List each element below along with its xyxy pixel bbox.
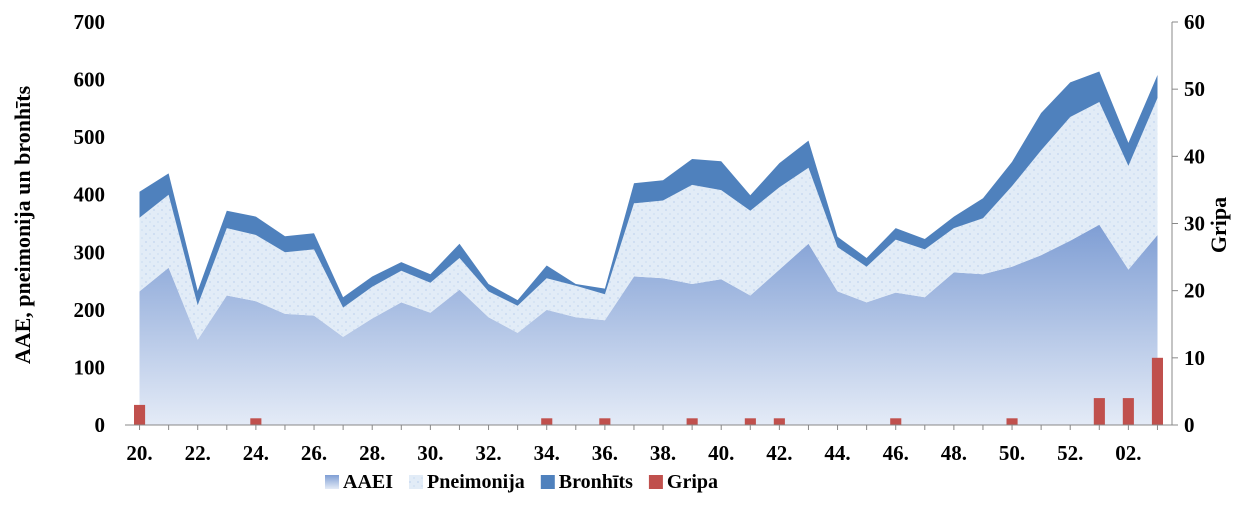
x-tick-label: 24.	[243, 441, 269, 465]
legend-swatch-gripa	[648, 475, 663, 489]
x-tick-label: 26.	[301, 441, 327, 465]
y-right-tick-label: 60	[1184, 10, 1205, 34]
bar-gripa	[250, 418, 262, 425]
bar-gripa	[1093, 398, 1105, 425]
area-bronhits	[139, 71, 1158, 308]
y-left-tick-label: 400	[74, 183, 106, 207]
bar-gripa	[744, 418, 756, 425]
x-tick-label: 22.	[185, 441, 211, 465]
y-right-tick-label: 50	[1184, 77, 1205, 101]
legend-swatch-bronhits	[540, 475, 555, 489]
x-tick-label: 48.	[941, 441, 967, 465]
x-tick-label: 28.	[359, 441, 385, 465]
legend-label-aaei: AAEI	[343, 471, 393, 493]
x-tick-label: 42.	[766, 441, 792, 465]
x-tick-label: 32.	[475, 441, 501, 465]
bar-gripa	[541, 418, 553, 425]
x-tick-label: 02.	[1115, 441, 1141, 465]
legend-swatch-aaei	[325, 475, 339, 489]
y-right-tick-label: 20	[1184, 279, 1205, 303]
legend-label-gripa: Gripa	[667, 471, 718, 493]
legend-label-bronhits: Bronhīts	[559, 471, 633, 493]
y-left-tick-label: 700	[74, 10, 106, 34]
bar-series-group	[134, 357, 1163, 425]
area-aaei	[139, 224, 1158, 425]
y-right-tick-label: 40	[1184, 144, 1205, 168]
x-tick-label: 52.	[1057, 441, 1083, 465]
legend-label-pneimonija: Pneimonija	[427, 471, 525, 493]
x-tick-label: 40.	[708, 441, 734, 465]
x-tick-label: 36.	[592, 441, 618, 465]
x-tick-label: 46.	[883, 441, 909, 465]
y-left-tick-label: 500	[74, 125, 106, 149]
legend: AAEI Pneimonija Bronhīts Gripa	[325, 471, 718, 493]
y-left-tick-label: 0	[95, 413, 106, 437]
x-tick-label: 34.	[534, 441, 560, 465]
y-left-tick-label: 600	[74, 68, 106, 92]
x-tick-label: 44.	[824, 441, 850, 465]
y-axis-right-title: Gripa	[1206, 197, 1231, 253]
bar-gripa	[890, 418, 902, 425]
axes-group: 0 100 200 300 400 500 600 700 0 10 20 30 40 50 60 20. 22…	[74, 10, 1206, 465]
y-axis-left-title: AAE, pneimonija un bronhīts	[10, 85, 35, 364]
y-right-tick-label: 10	[1184, 346, 1205, 370]
area-series-group	[139, 71, 1158, 425]
bar-gripa	[1006, 418, 1018, 425]
x-tick-label: 50.	[999, 441, 1025, 465]
y-right-tick-label: 0	[1184, 413, 1195, 437]
y-left-tick-label: 100	[74, 355, 106, 379]
bar-gripa	[599, 418, 611, 425]
x-tick-label: 20.	[126, 441, 152, 465]
bar-gripa	[1122, 398, 1134, 425]
x-tick-label: 38.	[650, 441, 676, 465]
legend-swatch-pneimonija	[409, 475, 424, 489]
bar-gripa	[773, 418, 785, 425]
y-left-tick-label: 200	[74, 298, 106, 322]
bar-gripa	[134, 404, 146, 425]
bar-gripa	[686, 418, 698, 425]
x-tick-label: 30.	[417, 441, 443, 465]
y-left-tick-label: 300	[74, 240, 106, 264]
area-pneimonija	[139, 98, 1158, 340]
y-right-tick-label: 30	[1184, 212, 1205, 236]
bar-gripa	[1151, 357, 1163, 425]
